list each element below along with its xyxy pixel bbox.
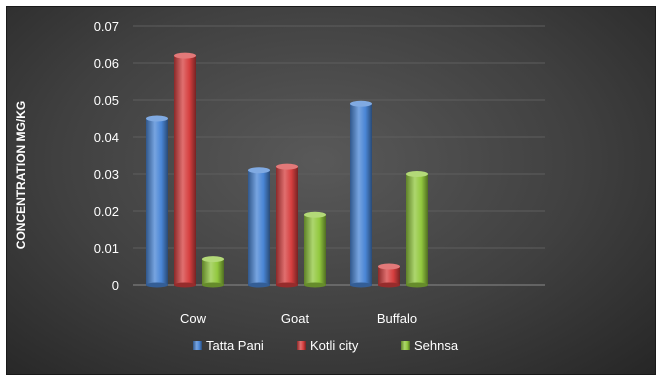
bar-tatta-pani-goat <box>248 167 270 288</box>
y-tick-label: 0.03 <box>94 167 119 182</box>
legend-label: Tatta Pani <box>206 338 264 353</box>
legend-item-tatta-pani: Tatta Pani <box>193 338 264 353</box>
x-tick-label: Goat <box>281 311 310 326</box>
bar-kotli-city-goat <box>276 163 298 288</box>
y-axis-label: CONCENTRATION MG/KG <box>14 101 28 249</box>
legend-label: Sehnsa <box>414 338 459 353</box>
y-tick-label: 0.02 <box>94 204 119 219</box>
bar-sehnsa-buffalo <box>406 171 428 288</box>
legend-swatch <box>193 341 202 350</box>
bar-kotli-city-buffalo <box>378 263 400 288</box>
x-tick-label: Buffalo <box>377 311 417 326</box>
legend-item-kotli-city: Kotli city <box>297 338 359 353</box>
bar-kotli-city-cow <box>174 52 196 288</box>
bar-tatta-pani-cow <box>146 115 168 288</box>
legend: Tatta Pani Kotli city Sehnsa <box>193 338 459 353</box>
x-tick-labels: Cow Goat Buffalo <box>180 311 417 326</box>
bars <box>146 52 428 288</box>
bar-sehnsa-cow <box>202 256 224 288</box>
y-tick-label: 0.04 <box>94 130 119 145</box>
gridlines <box>133 25 545 249</box>
bar-chart: 0 0.01 0.02 0.03 0.04 0.05 0.06 0.07 Cow Goat Buf… <box>14 19 545 353</box>
y-tick-label: 0.07 <box>94 19 119 34</box>
y-tick-labels: 0 0.01 0.02 0.03 0.04 0.05 0.06 0.07 <box>94 19 119 293</box>
legend-swatch <box>297 341 306 350</box>
y-tick-label: 0.06 <box>94 56 119 71</box>
legend-label: Kotli city <box>310 338 359 353</box>
legend-swatch <box>401 341 410 350</box>
x-tick-label: Cow <box>180 311 207 326</box>
y-tick-label: 0.01 <box>94 241 119 256</box>
y-tick-label: 0.05 <box>94 93 119 108</box>
chart-area: 0 0.01 0.02 0.03 0.04 0.05 0.06 0.07 Cow Goat Buf… <box>6 6 656 375</box>
bar-tatta-pani-buffalo <box>350 100 372 288</box>
y-tick-label: 0 <box>112 278 119 293</box>
legend-item-sehnsa: Sehnsa <box>401 338 459 353</box>
bar-sehnsa-goat <box>304 211 326 288</box>
